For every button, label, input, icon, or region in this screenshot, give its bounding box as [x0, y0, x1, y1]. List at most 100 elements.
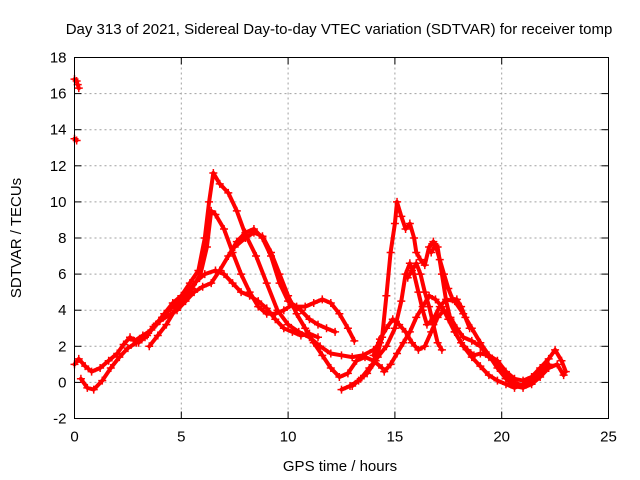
data-point	[81, 362, 90, 371]
data-point	[425, 302, 434, 311]
data-point	[228, 279, 237, 288]
data-point	[207, 279, 216, 288]
data-point	[410, 234, 419, 242]
data-point	[202, 243, 211, 252]
x-tick-label: 0	[70, 429, 78, 446]
data-point	[484, 353, 493, 362]
data-point	[437, 345, 446, 354]
data-point	[476, 349, 485, 358]
series-trace-11	[380, 291, 536, 392]
data-point	[397, 212, 406, 221]
data-point	[76, 374, 85, 383]
data-point	[215, 266, 224, 275]
data-point	[279, 324, 288, 333]
data-point	[427, 248, 436, 257]
data-point	[412, 248, 421, 257]
data-point	[275, 270, 284, 279]
data-point	[138, 331, 147, 340]
data-point	[407, 338, 416, 347]
data-point	[190, 288, 199, 297]
y-tick-label: 10	[50, 194, 67, 211]
data-point	[420, 261, 429, 270]
data-point	[126, 333, 135, 342]
data-point	[544, 360, 553, 369]
data-point	[309, 338, 318, 347]
y-tick-label: 18	[50, 50, 67, 67]
data-point	[412, 313, 421, 322]
data-point	[343, 369, 352, 378]
data-point	[401, 224, 410, 233]
data-point	[98, 376, 107, 385]
data-point	[292, 309, 301, 318]
plot-frame	[74, 57, 609, 419]
data-point	[403, 273, 412, 282]
data-point	[83, 383, 92, 392]
data-point	[318, 295, 327, 304]
data-point	[252, 252, 261, 261]
x-tick-label: 5	[177, 429, 185, 446]
data-point	[211, 210, 220, 219]
data-point	[375, 335, 384, 344]
data-point	[305, 315, 314, 324]
data-point	[164, 311, 173, 320]
y-tick-label: -2	[53, 411, 66, 428]
data-point	[399, 338, 408, 347]
data-point	[405, 327, 414, 336]
data-point	[96, 363, 105, 372]
data-point	[397, 297, 406, 306]
data-point	[429, 320, 438, 329]
data-point	[106, 363, 115, 372]
data-point	[241, 234, 250, 242]
data-point	[205, 197, 214, 206]
data-point	[431, 241, 440, 250]
data-point	[322, 324, 331, 333]
data-point	[301, 302, 310, 311]
data-point	[224, 252, 233, 261]
series-trace-12	[403, 259, 446, 354]
data-point	[382, 291, 391, 300]
data-point	[386, 360, 395, 369]
data-point	[232, 206, 241, 215]
data-point	[452, 295, 461, 304]
y-tick-label: 6	[58, 266, 66, 283]
data-point	[181, 297, 190, 306]
data-point	[309, 298, 318, 307]
data-point	[230, 243, 239, 252]
data-point	[301, 324, 310, 333]
data-point	[493, 376, 502, 385]
data-point	[457, 302, 466, 311]
y-tick-label: 16	[50, 86, 67, 103]
data-point	[551, 345, 560, 354]
data-point	[237, 288, 246, 297]
series-trace-13	[427, 241, 474, 333]
data-point	[405, 219, 414, 228]
data-point	[412, 259, 421, 268]
data-point	[288, 327, 297, 336]
data-point	[365, 363, 374, 372]
data-point	[130, 336, 139, 345]
data-point	[74, 354, 83, 363]
data-point	[501, 371, 510, 380]
x-tick-label: 10	[280, 429, 297, 446]
data-point	[296, 331, 305, 340]
data-point	[331, 327, 340, 336]
data-point	[395, 320, 404, 329]
data-point	[237, 270, 246, 279]
data-point	[326, 363, 335, 372]
data-point	[326, 349, 335, 358]
data-point	[450, 327, 459, 336]
x-axis-label: GPS time / hours	[283, 458, 397, 475]
y-tick-label: 8	[58, 230, 66, 247]
data-point	[220, 270, 229, 279]
data-point	[73, 80, 82, 89]
data-point	[267, 248, 276, 257]
data-point	[390, 219, 399, 228]
data-point	[369, 351, 378, 360]
data-point	[249, 228, 258, 237]
data-point	[337, 351, 346, 360]
data-point	[119, 340, 128, 349]
data-point	[271, 309, 280, 318]
data-point	[393, 349, 402, 358]
data-point	[326, 298, 335, 307]
